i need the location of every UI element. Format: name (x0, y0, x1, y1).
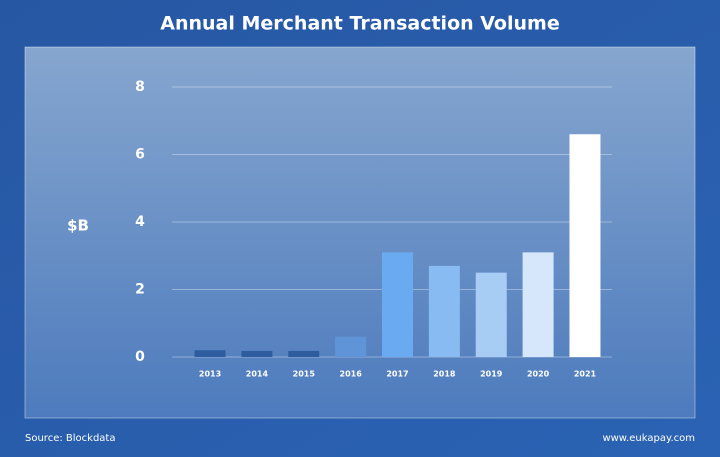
x-tick-label: 2016 (340, 370, 363, 379)
bar (382, 252, 413, 357)
source: Source: Blockdata (25, 433, 115, 444)
bar (522, 252, 554, 357)
x-tick-label: 2020 (527, 370, 550, 379)
bar (428, 265, 460, 357)
y-tick-label: 8 (135, 79, 145, 95)
y-tick-label: 0 (135, 349, 145, 365)
bar (288, 350, 320, 357)
x-tick-label: 2014 (246, 370, 269, 379)
chart-title: Annual Merchant Transaction Volume (160, 13, 559, 35)
bar (569, 134, 601, 357)
y-tick-label: 4 (135, 214, 145, 230)
y-tick-label: 6 (135, 147, 145, 163)
bar (241, 350, 273, 357)
bar (335, 336, 367, 357)
x-tick-label: 2013 (199, 370, 221, 379)
x-tick-label: 2017 (386, 370, 408, 379)
bar (475, 272, 507, 357)
x-tick-label: 2015 (293, 370, 316, 379)
x-tick-label: 2019 (480, 370, 503, 379)
x-tick-label: 2018 (433, 370, 456, 379)
bar (194, 350, 226, 357)
y-tick-label: 2 (135, 282, 145, 298)
footer: www.eukapay.com (602, 433, 695, 444)
y-axis-label: $B (67, 217, 89, 235)
x-tick-label: 2021 (574, 370, 597, 379)
